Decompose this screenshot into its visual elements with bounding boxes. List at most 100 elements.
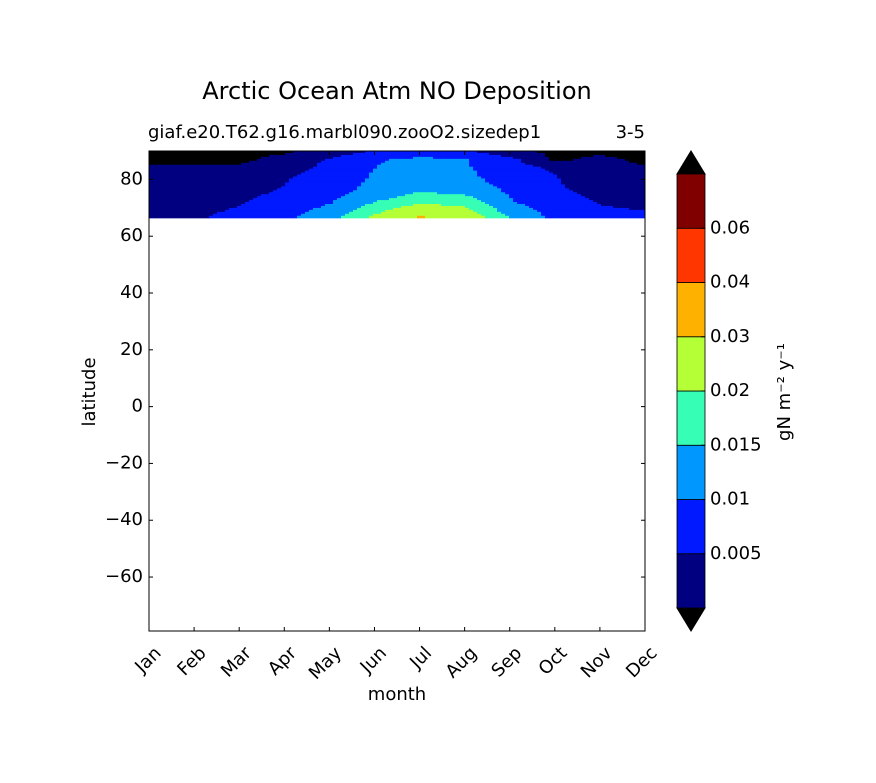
contour-band — [349, 192, 414, 195]
contour-band — [589, 198, 645, 201]
contour-band — [497, 209, 538, 213]
contour-band — [485, 215, 510, 219]
colorbar-tick-label: 0.01 — [710, 489, 750, 510]
x-tick-label: Nov — [577, 642, 617, 682]
plot-background — [149, 151, 645, 631]
contour-band — [581, 194, 645, 197]
contour-band — [569, 188, 645, 191]
contour-band — [401, 205, 466, 209]
contour-band — [605, 154, 645, 158]
contour-band — [513, 198, 590, 201]
contour-band — [149, 200, 250, 203]
y-tick-label: −20 — [105, 452, 143, 473]
contour-band — [517, 202, 598, 205]
contour-band — [477, 198, 514, 201]
contour-band — [237, 205, 322, 209]
contour-band — [149, 166, 314, 170]
contour-band — [413, 156, 434, 160]
colorbar-segment — [676, 336, 706, 392]
contour-band — [301, 172, 370, 176]
y-tick-label: 0 — [132, 396, 143, 417]
contour-band — [149, 151, 294, 154]
contour-band — [557, 174, 645, 178]
contour-band — [149, 162, 242, 166]
contour-band — [585, 196, 645, 199]
contour-band — [549, 156, 582, 160]
contour-band — [341, 196, 398, 199]
contour-band — [149, 202, 246, 205]
contour-band — [513, 200, 594, 203]
contour-band — [565, 186, 645, 189]
contour-band — [433, 156, 514, 160]
contour-band — [149, 188, 278, 191]
contour-band — [317, 164, 378, 168]
contour-band — [497, 186, 566, 189]
contour-band — [533, 164, 645, 168]
contour-band — [417, 215, 426, 219]
contour-band — [561, 180, 645, 184]
contour-band — [369, 215, 418, 219]
contour-band — [525, 162, 638, 166]
contour-band — [209, 215, 298, 219]
x-tick-label: Jan — [130, 643, 165, 678]
contour-band — [357, 207, 394, 211]
contour-band — [389, 198, 478, 201]
contour-band — [541, 166, 645, 170]
contour-band — [149, 186, 282, 189]
x-tick-label: Aug — [442, 643, 482, 683]
contour-band — [361, 182, 490, 185]
contour-band — [593, 154, 606, 158]
contour-band — [249, 160, 322, 164]
contour-band — [241, 162, 318, 166]
contour-band — [489, 152, 546, 156]
contour-band — [149, 154, 270, 158]
contour-band — [477, 174, 558, 178]
contour-band — [469, 162, 526, 166]
contour-band — [505, 192, 578, 195]
contour-band — [333, 202, 374, 205]
contour-band — [149, 164, 318, 168]
contour-band — [497, 207, 534, 211]
colorbar: 0.005 0.01 0.015 0.02 0.03 0.04 0.06 — [676, 150, 762, 632]
contour-band — [545, 168, 645, 172]
contour-band — [289, 180, 366, 184]
contour-band — [229, 207, 314, 211]
contour-band — [149, 211, 218, 215]
contour-band — [289, 178, 366, 182]
contour-band — [321, 160, 386, 164]
contour-band — [377, 166, 474, 170]
contour-band — [637, 162, 645, 166]
contour-band — [353, 152, 490, 156]
contour-band — [317, 162, 382, 166]
x-tick-label: Apr — [264, 642, 301, 679]
contour-band — [441, 204, 490, 207]
contour-band — [573, 158, 626, 162]
contour-band — [469, 158, 522, 162]
contour-band — [485, 202, 518, 205]
x-tick-label: Feb — [173, 643, 210, 680]
contour-band — [305, 170, 374, 174]
y-tick-label: −60 — [105, 566, 143, 587]
plot-area: Jan Feb Mar Apr May Jun Jul Aug Sep Oct Nov Dec 80 6… — [105, 150, 662, 684]
x-tick-label: May — [305, 642, 346, 683]
contour-band — [313, 207, 358, 211]
y-axis-label: latitude — [79, 357, 100, 426]
contour-band — [541, 213, 645, 217]
contour-band — [573, 190, 645, 193]
contour-band — [149, 196, 258, 199]
contour-band — [493, 184, 566, 187]
contour-band — [361, 205, 402, 209]
contour-band — [521, 160, 630, 164]
contour-band — [389, 158, 470, 162]
contour-band — [149, 158, 258, 162]
contour-band — [405, 194, 466, 197]
contour-band — [425, 215, 486, 219]
contour-band — [261, 194, 346, 197]
colorbar-segment — [676, 390, 706, 446]
contour-band — [309, 168, 374, 172]
contour-band — [269, 192, 350, 195]
contour-band — [241, 204, 326, 207]
contour-band — [321, 205, 362, 209]
colorbar-tick-label: 0.04 — [710, 272, 750, 293]
contour-band — [273, 190, 354, 193]
